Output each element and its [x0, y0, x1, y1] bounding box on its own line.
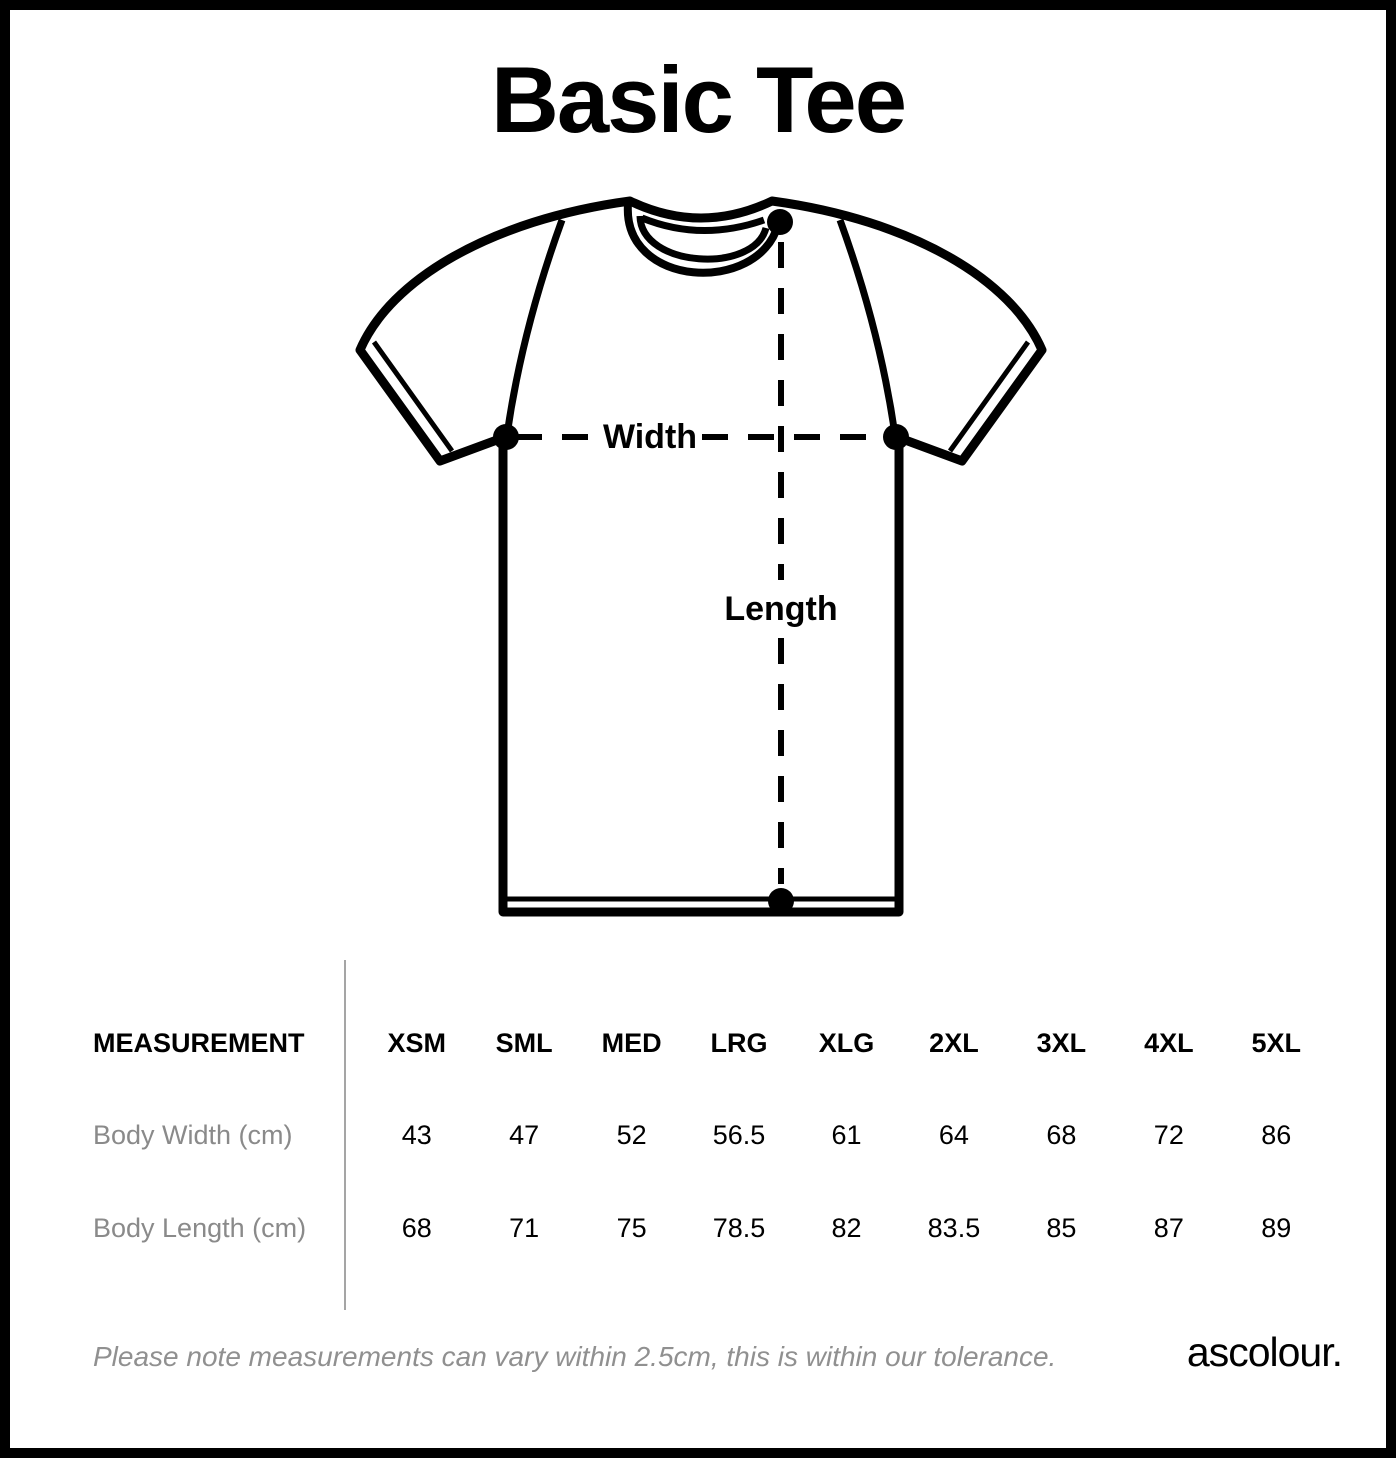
size-header: 3XL	[1036, 1028, 1087, 1058]
size-header: MED	[601, 1028, 662, 1058]
right-armpit-dot	[883, 424, 909, 450]
back-neck-curve	[640, 214, 766, 234]
size-header: 4XL	[1144, 1028, 1194, 1058]
body-width-value: 64	[938, 1120, 969, 1150]
right-cuff-stitch-line	[947, 340, 1031, 453]
hem-point-dot	[768, 888, 794, 914]
left-armpit-dot	[493, 424, 519, 450]
body-length-value: 68	[401, 1213, 432, 1243]
body-width-value: 72	[1153, 1120, 1184, 1150]
body-width-row: 43 47 52 56.5 61 64 68 72 86	[363, 1115, 1330, 1155]
body-length-row-label: Body Length (cm)	[93, 1213, 307, 1243]
body-width-value: 86	[1261, 1120, 1292, 1150]
collar-rib-curve	[636, 215, 770, 263]
collar-outer-curve	[623, 203, 782, 277]
left-cuff-stitch-line	[371, 340, 455, 453]
body-width-row-label: Body Width (cm)	[93, 1120, 293, 1150]
body-width-value: 56.5	[712, 1120, 766, 1150]
body-length-value: 82	[831, 1213, 862, 1243]
neck-point-dot	[767, 209, 793, 235]
body-length-value: 85	[1046, 1213, 1077, 1243]
size-header: 5XL	[1251, 1028, 1302, 1058]
right-armhole-seam	[836, 218, 899, 436]
tshirt-diagram: Width Length	[355, 196, 1047, 917]
page-title: Basic Tee	[491, 47, 907, 152]
body-width-value: 61	[831, 1120, 862, 1150]
body-length-row: 68 71 75 78.5 82 83.5 85 87 89	[363, 1208, 1330, 1248]
measurement-column-header: MEASUREMENT	[93, 1028, 305, 1058]
size-header: XLG	[818, 1028, 875, 1058]
body-width-value: 68	[1046, 1120, 1077, 1150]
tshirt-outline	[355, 196, 1047, 917]
table-divider-line	[344, 960, 346, 1310]
size-header: XSM	[387, 1028, 446, 1058]
brand-logo: ascolour.	[1186, 1329, 1343, 1375]
body-width-value: 47	[509, 1120, 540, 1150]
size-header: SML	[495, 1028, 553, 1058]
body-length-value: 83.5	[927, 1213, 981, 1243]
left-armhole-seam	[503, 218, 566, 436]
body-width-value: 52	[616, 1120, 647, 1150]
body-length-value: 87	[1153, 1213, 1184, 1243]
size-header: 2XL	[929, 1028, 979, 1058]
size-header-row: XSM SML MED LRG XLG 2XL 3XL 4XL 5XL	[363, 1023, 1330, 1063]
tolerance-note: Please note measurements can vary within…	[93, 1341, 1057, 1372]
size-header: LRG	[710, 1028, 768, 1058]
length-measure-label: Length	[724, 590, 837, 628]
body-width-value: 43	[401, 1120, 432, 1150]
body-length-value: 89	[1261, 1213, 1292, 1243]
body-length-value: 71	[509, 1213, 540, 1243]
width-measure-label: Width	[603, 418, 697, 456]
body-length-value: 78.5	[712, 1213, 766, 1243]
body-length-value: 75	[616, 1213, 647, 1243]
